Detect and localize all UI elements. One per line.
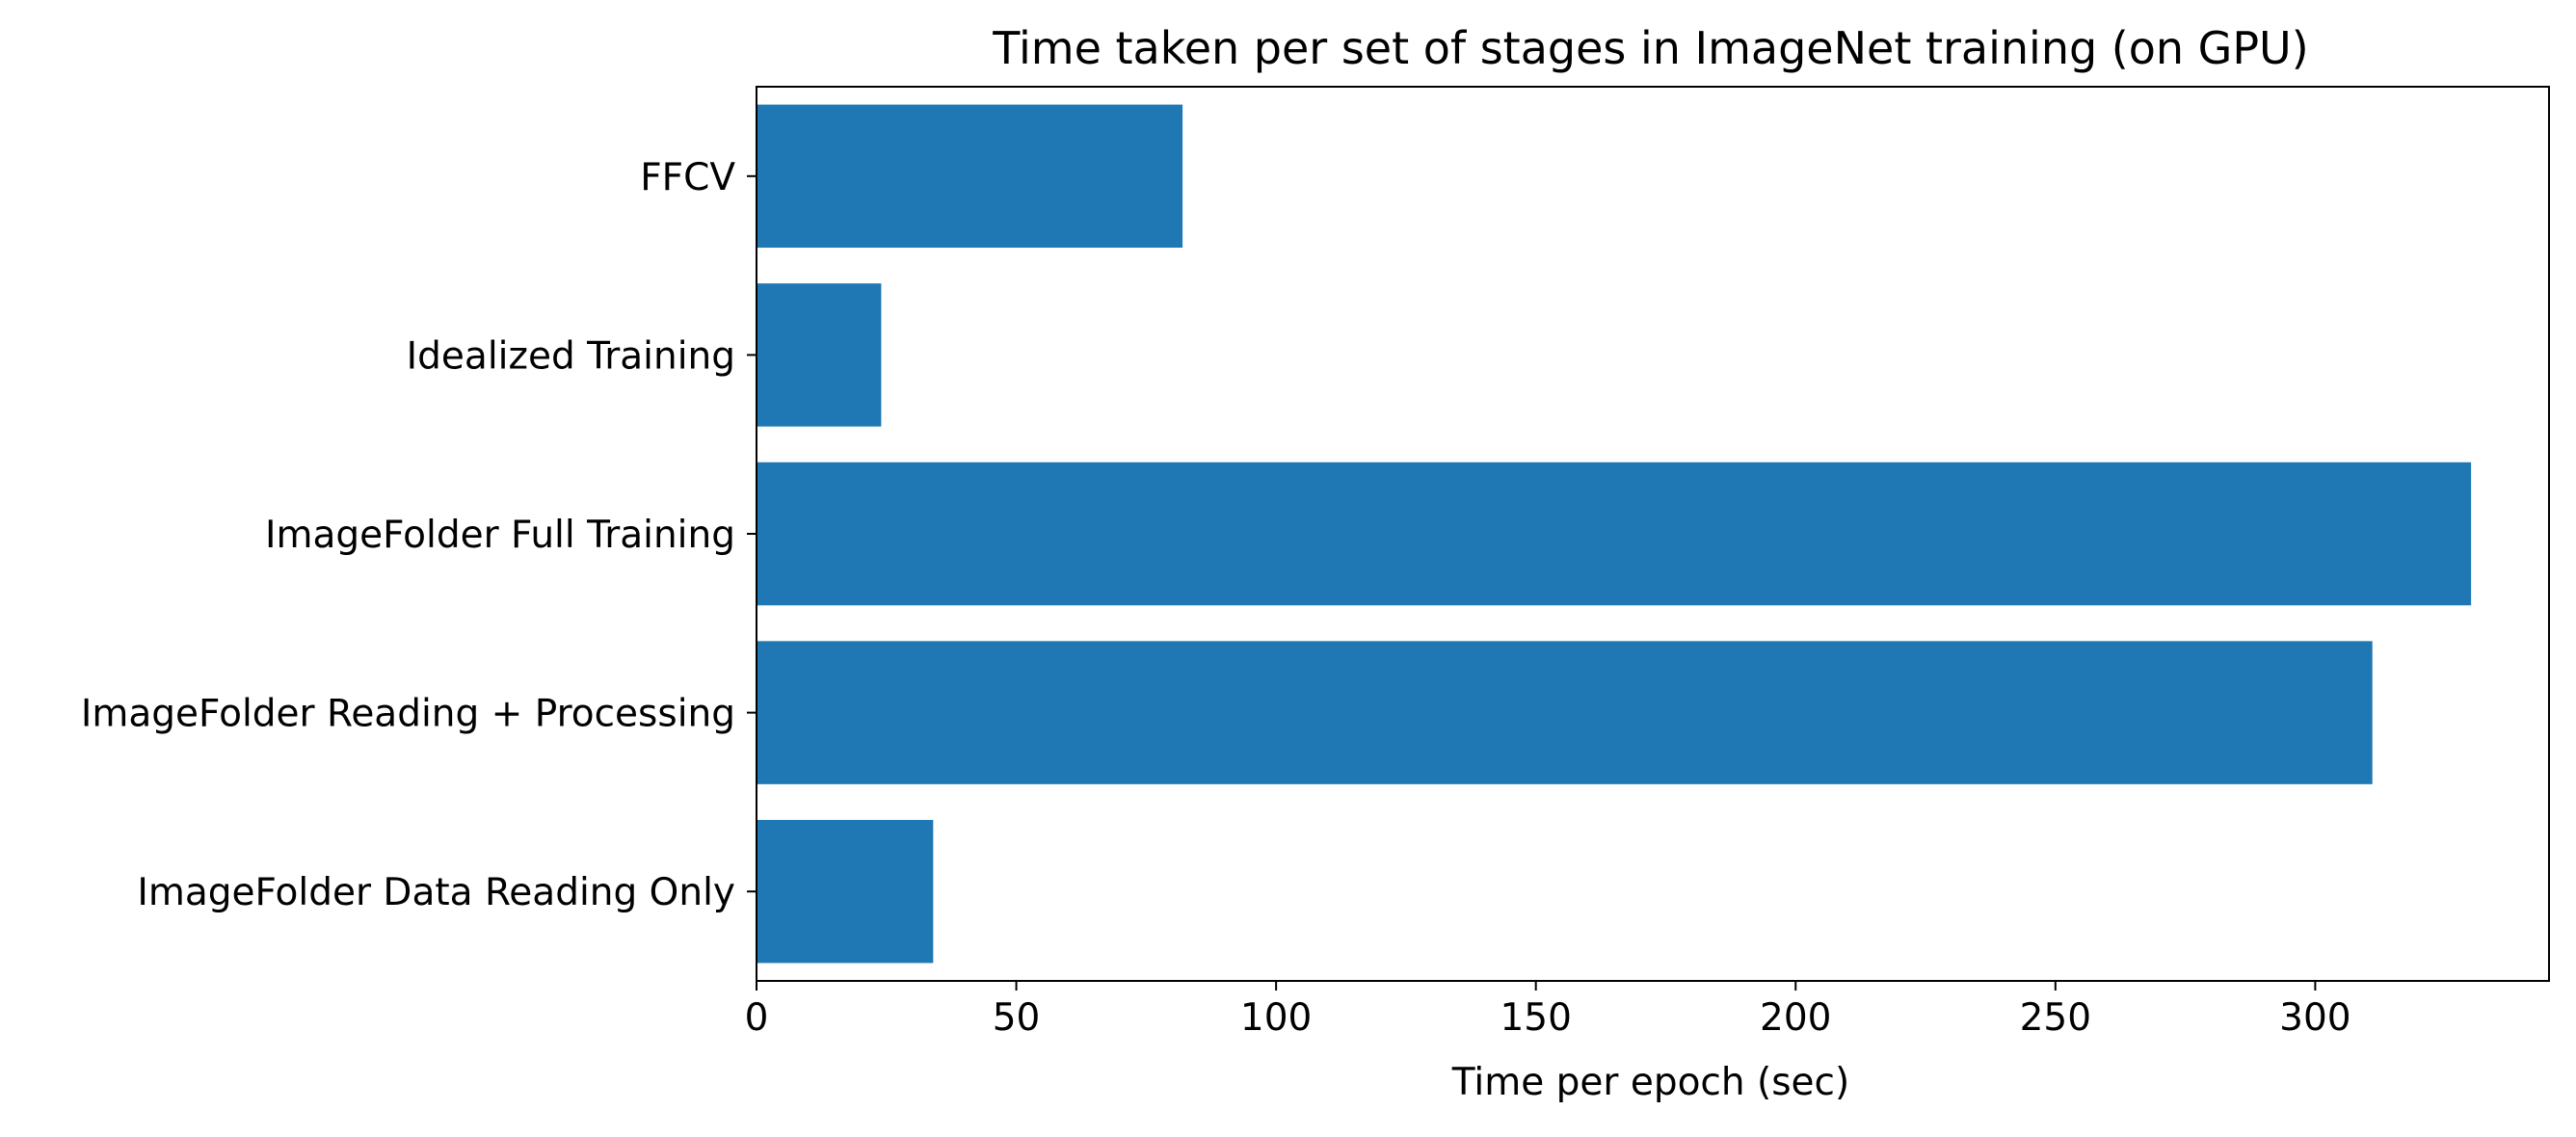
- x-tick-label: 150: [1500, 996, 1571, 1040]
- bar: [757, 641, 2373, 784]
- x-tick-label: 50: [993, 996, 1041, 1040]
- bar: [757, 462, 2472, 606]
- plot-frame: [756, 86, 2550, 982]
- x-tick-label: 200: [1760, 996, 1831, 1040]
- x-tick-label: 250: [2020, 996, 2091, 1040]
- chart-title: Time taken per set of stages in ImageNet…: [992, 22, 2308, 74]
- bars-layer: [757, 104, 2472, 964]
- axes-layer: FFCV Idealized Training ImageFolder Full T…: [81, 86, 2550, 1040]
- bar: [757, 819, 934, 964]
- x-tick-label: 300: [2279, 996, 2350, 1040]
- y-tick-label: Idealized Training: [407, 334, 735, 378]
- x-tick-label: 0: [745, 996, 769, 1040]
- bar: [757, 283, 882, 427]
- y-tick-label: FFCV: [640, 156, 735, 199]
- y-tick-label: ImageFolder Data Reading Only: [137, 871, 735, 914]
- y-tick-label: ImageFolder Reading + Processing: [81, 693, 735, 736]
- x-tick-label: 100: [1240, 996, 1312, 1040]
- bar: [757, 104, 1183, 249]
- y-tick-label: ImageFolder Full Training: [265, 514, 735, 557]
- x-axis-title: Time per epoch (sec): [1451, 1061, 1849, 1104]
